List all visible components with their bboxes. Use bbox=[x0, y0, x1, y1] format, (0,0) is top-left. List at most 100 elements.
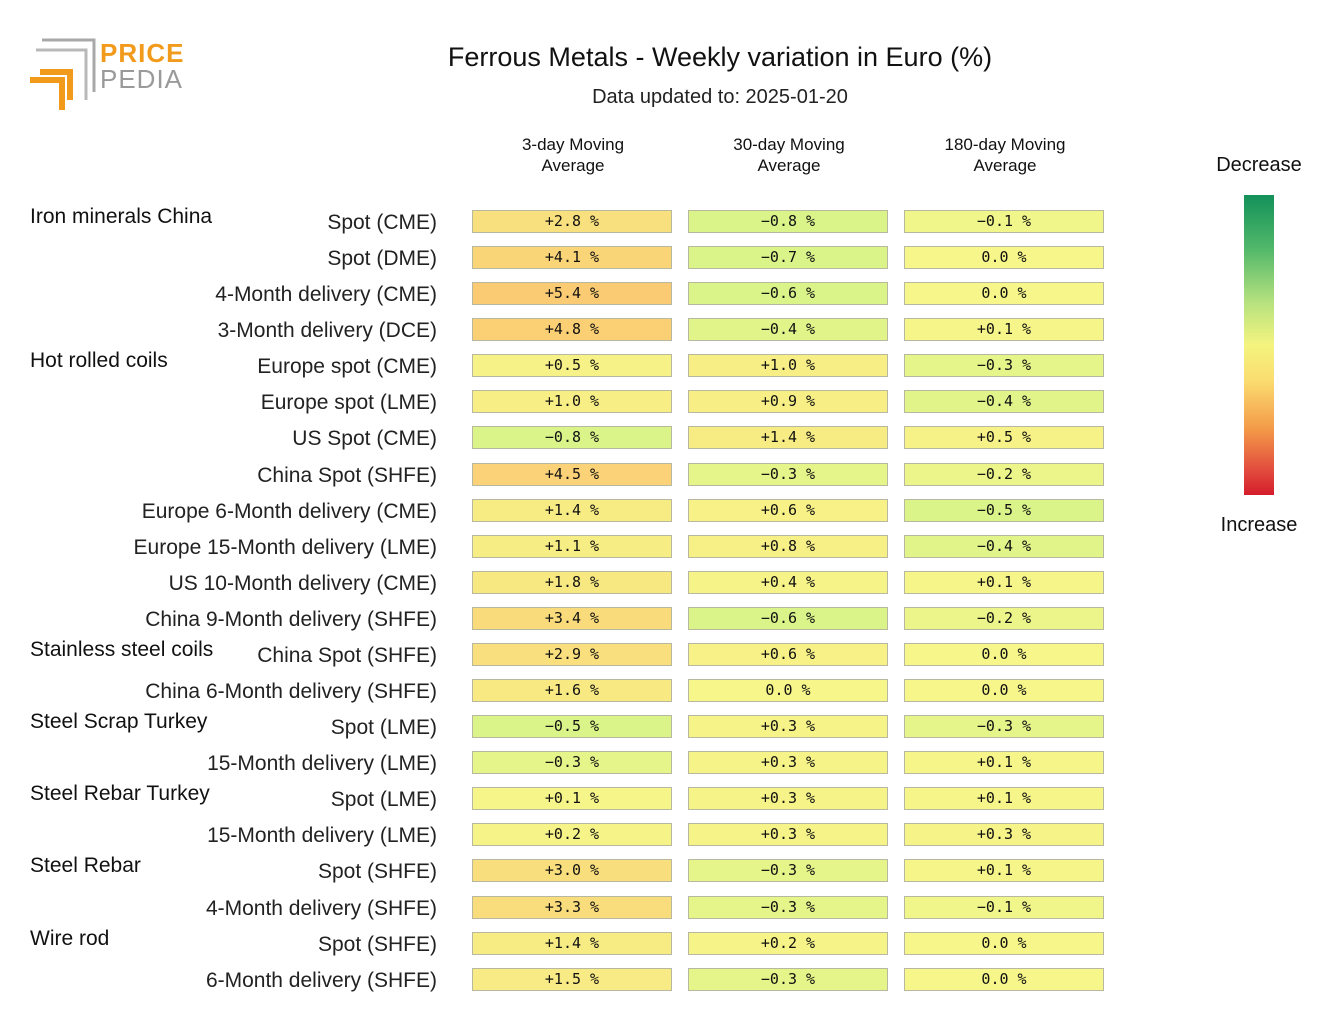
heatmap-cell: −0.1 % bbox=[904, 895, 1104, 919]
row-label: 4-Month delivery (CME) bbox=[215, 283, 437, 307]
column-header-line: 3-day Moving bbox=[521, 135, 625, 154]
heatmap-cell: +0.1 % bbox=[472, 787, 672, 811]
heatmap-cell: +1.8 % bbox=[472, 570, 672, 594]
heatmap-cell: +0.3 % bbox=[688, 823, 888, 847]
heatmap-cell: +0.3 % bbox=[904, 823, 1104, 847]
legend-label-increase: Increase bbox=[1220, 514, 1298, 536]
row-label: 6-Month delivery (SHFE) bbox=[205, 968, 437, 992]
heatmap-cell: −0.2 % bbox=[904, 606, 1104, 630]
heatmap-cell: +0.6 % bbox=[688, 642, 888, 666]
chart-title: Ferrous Metals - Weekly variation in Eur… bbox=[447, 42, 993, 72]
heatmap-cell: +0.3 % bbox=[688, 751, 888, 775]
heatmap-cell: +0.2 % bbox=[472, 823, 672, 847]
heatmap-cell: +0.9 % bbox=[688, 390, 888, 414]
heatmap-cell: 0.0 % bbox=[688, 679, 888, 703]
column-header-line: 30-day Moving bbox=[733, 135, 845, 154]
group-label: Steel Rebar Turkey bbox=[30, 782, 210, 806]
heatmap-cell: 0.0 % bbox=[904, 642, 1104, 666]
heatmap-cell: +4.8 % bbox=[472, 318, 672, 342]
heatmap-cell: −0.3 % bbox=[904, 715, 1104, 739]
heatmap-cell: 0.0 % bbox=[904, 967, 1104, 991]
heatmap-cell: +0.8 % bbox=[688, 534, 888, 558]
row-label: 3-Month delivery (DCE) bbox=[217, 319, 437, 343]
row-label: Europe spot (CME) bbox=[257, 355, 437, 379]
column-header-line: 180-day Moving bbox=[944, 135, 1066, 154]
heatmap-cell: +2.9 % bbox=[472, 642, 672, 666]
heatmap-cell: +0.5 % bbox=[904, 426, 1104, 450]
logo-mark-icon bbox=[30, 38, 96, 110]
heatmap-cell: +0.3 % bbox=[688, 715, 888, 739]
heatmap-cell: +1.0 % bbox=[688, 354, 888, 378]
row-label: Europe 15-Month delivery (LME) bbox=[133, 535, 437, 559]
row-label: US Spot (CME) bbox=[292, 427, 437, 451]
heatmap-cell: −0.8 % bbox=[688, 210, 888, 233]
heatmap-cell: +3.0 % bbox=[472, 859, 672, 883]
group-label: Stainless steel coils bbox=[30, 637, 214, 661]
heatmap-cell: +0.6 % bbox=[688, 498, 888, 522]
row-label: China Spot (SHFE) bbox=[257, 643, 437, 667]
heatmap-cell: −0.3 % bbox=[688, 462, 888, 486]
heatmap-cell: +3.3 % bbox=[472, 895, 672, 919]
heatmap-cell: +0.1 % bbox=[904, 751, 1104, 775]
column-header-line: Average bbox=[541, 156, 605, 175]
heatmap-cell: +1.1 % bbox=[472, 534, 672, 558]
heatmap-cell: +0.1 % bbox=[904, 859, 1104, 883]
heatmap-cell: +5.4 % bbox=[472, 282, 672, 306]
legend-label-decrease: Decrease bbox=[1216, 154, 1302, 176]
heatmap-cell: +0.2 % bbox=[688, 931, 888, 955]
heatmap-cell: −0.3 % bbox=[472, 751, 672, 775]
heatmap-cell: −0.5 % bbox=[904, 498, 1104, 522]
heatmap-cell: −0.1 % bbox=[904, 210, 1104, 233]
heatmap-cell: +0.5 % bbox=[472, 354, 672, 378]
row-label: 15-Month delivery (LME) bbox=[207, 824, 437, 848]
column-header-line: Average bbox=[757, 156, 821, 175]
heatmap-cell: +1.6 % bbox=[472, 679, 672, 703]
heatmap-cell: +1.4 % bbox=[688, 426, 888, 450]
heatmap-cell: −0.6 % bbox=[688, 282, 888, 306]
row-label: Europe spot (LME) bbox=[260, 391, 437, 415]
heatmap-cell: −0.4 % bbox=[904, 390, 1104, 414]
heatmap-cell: +4.5 % bbox=[472, 462, 672, 486]
heatmap-cell: +0.1 % bbox=[904, 570, 1104, 594]
row-label: Spot (CME) bbox=[327, 211, 437, 234]
logo-word-pedia: PEDIA bbox=[100, 64, 184, 94]
column-header-180day: 180-day Moving Average bbox=[904, 134, 1106, 176]
group-label: Wire rod bbox=[30, 926, 110, 950]
group-label: Steel Rebar bbox=[30, 854, 141, 878]
heatmap-cell: +4.1 % bbox=[472, 246, 672, 270]
heatmap-cell: +0.1 % bbox=[904, 318, 1104, 342]
heatmap-cell: −0.4 % bbox=[688, 318, 888, 342]
heatmap-cell: +3.4 % bbox=[472, 606, 672, 630]
row-label: US 10-Month delivery (CME) bbox=[168, 571, 437, 595]
row-label: 15-Month delivery (LME) bbox=[207, 752, 437, 776]
heatmap-cell: 0.0 % bbox=[904, 931, 1104, 955]
heatmap-cell: +1.0 % bbox=[472, 390, 672, 414]
heatmap-cell: 0.0 % bbox=[904, 282, 1104, 306]
row-label: China 9-Month delivery (SHFE) bbox=[145, 607, 437, 631]
column-header-line: Average bbox=[973, 156, 1037, 175]
row-label: Europe 6-Month delivery (CME) bbox=[141, 499, 437, 523]
heatmap-cell: +0.1 % bbox=[904, 787, 1104, 811]
heatmap-cell: −0.3 % bbox=[688, 967, 888, 991]
heatmap-cell: −0.8 % bbox=[472, 426, 672, 450]
row-label: China 6-Month delivery (SHFE) bbox=[145, 680, 437, 704]
heatmap-cell: −0.3 % bbox=[688, 859, 888, 883]
row-label: Spot (LME) bbox=[330, 716, 437, 740]
heatmap-cell: −0.7 % bbox=[688, 246, 888, 270]
row-label: Spot (DME) bbox=[327, 247, 437, 271]
chart-subtitle: Data updated to: 2025-01-20 bbox=[592, 86, 848, 108]
group-label: Steel Scrap Turkey bbox=[30, 710, 208, 734]
row-label: Spot (SHFE) bbox=[317, 860, 437, 884]
column-header-3day: 3-day Moving Average bbox=[472, 134, 674, 176]
logo-word-price: PRICE bbox=[100, 38, 185, 68]
group-label: Hot rolled coils bbox=[30, 349, 168, 373]
heatmap-cell: +2.8 % bbox=[472, 210, 672, 233]
row-label: 4-Month delivery (SHFE) bbox=[205, 896, 437, 920]
heatmap-cell: −0.2 % bbox=[904, 462, 1104, 486]
heatmap-cell: +1.4 % bbox=[472, 931, 672, 955]
heatmap-cell: −0.3 % bbox=[688, 895, 888, 919]
heatmap-cell: +0.4 % bbox=[688, 570, 888, 594]
heatmap-cell: −0.6 % bbox=[688, 606, 888, 630]
heatmap-cell: +0.3 % bbox=[688, 787, 888, 811]
row-label: Spot (LME) bbox=[330, 788, 437, 812]
